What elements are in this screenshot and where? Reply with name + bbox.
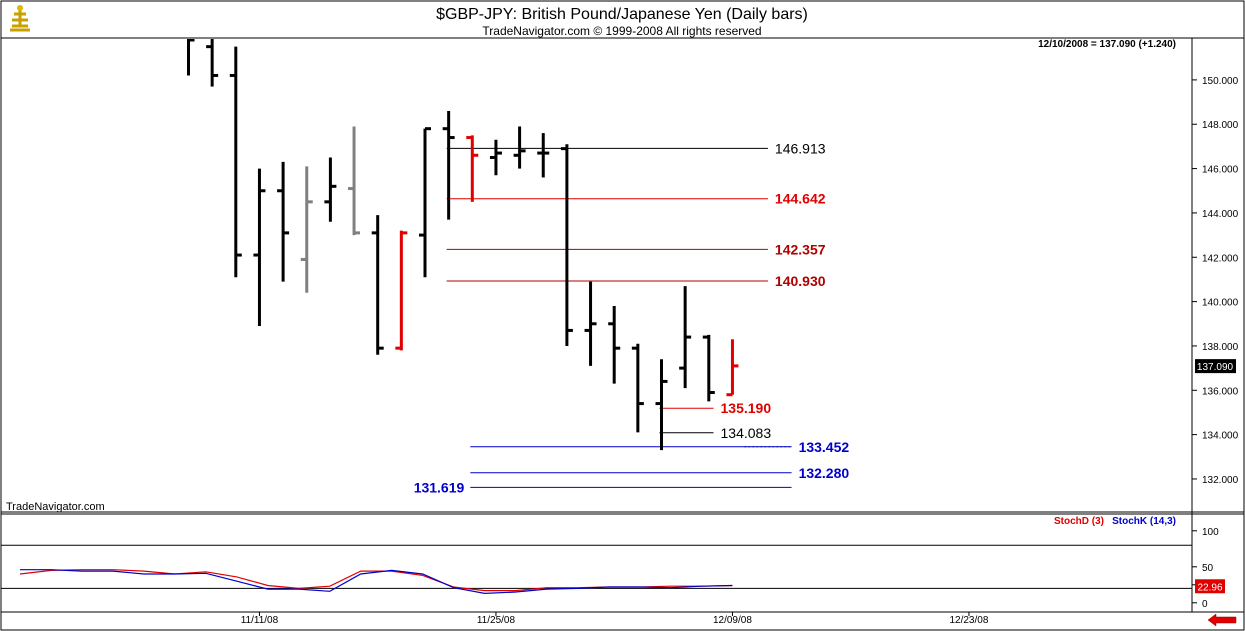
ohlc-bar[interactable] — [655, 359, 668, 451]
price-panel[interactable]: 132.000 134.000 136.000 138.000 140.000 142.0… — [183, 2, 1239, 495]
ohlc-bar[interactable] — [395, 230, 408, 351]
ohlc-bar[interactable] — [348, 126, 361, 236]
ohlc-bar[interactable] — [419, 127, 431, 278]
ohlc-bar[interactable] — [726, 339, 739, 397]
price-tick-label: 134.000 — [1202, 431, 1239, 442]
stoch-legend-k: StochK (14,3) — [1112, 516, 1176, 527]
current-price-label: 137.090 — [1197, 362, 1234, 373]
date-tick-label: 11/11/08 — [241, 615, 279, 626]
ohlc-bar[interactable] — [489, 139, 502, 176]
level-label: 135.190 — [721, 400, 772, 416]
ohlc-bar[interactable] — [371, 215, 384, 355]
price-tick-label: 146.000 — [1202, 165, 1239, 176]
level-label: 142.357 — [775, 241, 826, 257]
last-quote-text: 12/10/2008 = 137.090 (+1.240) — [1038, 39, 1176, 50]
ohlc-bar[interactable] — [584, 281, 597, 366]
ohlc-bar[interactable] — [442, 110, 455, 220]
stoch-tick-label: 0 — [1202, 599, 1208, 610]
ohlc-bar[interactable] — [702, 334, 715, 402]
stoch-tick-label: 50 — [1202, 563, 1214, 574]
price-tick-label: 148.000 — [1202, 120, 1239, 131]
level-label: 144.642 — [775, 191, 826, 207]
level-label: 131.619 — [414, 479, 465, 495]
price-tick-label: 150.000 — [1202, 76, 1239, 87]
date-tick-label: 12/09/08 — [713, 615, 752, 626]
ohlc-bar[interactable] — [206, 24, 219, 87]
chart-title: $GBP-JPY: British Pound/Japanese Yen (Da… — [436, 6, 808, 23]
ohlc-bar[interactable] — [324, 157, 337, 222]
date-tick-label: 11/25/08 — [477, 615, 516, 626]
stoch-current-label: 22.96 — [1197, 582, 1222, 593]
level-label: 132.280 — [799, 465, 850, 481]
price-tick-label: 136.000 — [1202, 386, 1239, 397]
level-label: 134.083 — [721, 425, 772, 441]
stoch-legend-d: StochD (3) — [1054, 516, 1104, 527]
stoch-series-line[interactable] — [20, 569, 733, 595]
stoch-tick-label: 100 — [1202, 527, 1219, 538]
ohlc-bar[interactable] — [466, 135, 479, 202]
ohlc-bar[interactable] — [679, 286, 692, 389]
ohlc-bar[interactable] — [631, 343, 644, 433]
price-bars-group — [183, 2, 792, 488]
ohlc-bar[interactable] — [560, 144, 573, 346]
date-tick-label: 12/23/08 — [949, 615, 988, 626]
copyright-text: TradeNavigator.com © 1999-2008 All right… — [482, 24, 761, 38]
ohlc-bar[interactable] — [277, 161, 290, 282]
stochastic-panel[interactable]: 02550100StochK (14,3)StochD (3)22.96 — [1, 516, 1225, 610]
scroll-right-arrow-icon[interactable] — [1207, 613, 1237, 627]
ohlc-bar[interactable] — [608, 306, 621, 384]
ohlc-bar[interactable] — [300, 166, 313, 293]
ohlc-bar[interactable] — [513, 126, 526, 169]
level-label: 140.930 — [775, 273, 826, 289]
watermark-text: TradeNavigator.com — [6, 501, 105, 513]
level-label: 146.913 — [775, 140, 826, 156]
price-tick-label: 138.000 — [1202, 342, 1239, 353]
price-tick-label: 144.000 — [1202, 209, 1239, 220]
ohlc-bar[interactable] — [253, 168, 266, 326]
ohlc-bar[interactable] — [229, 46, 242, 278]
stoch-current-tag — [1195, 579, 1225, 594]
ohlc-bar[interactable] — [183, 2, 195, 76]
price-tick-label: 142.000 — [1202, 253, 1239, 264]
price-tick-label: 132.000 — [1202, 475, 1239, 486]
date-axis[interactable]: 11/11/08 11/25/08 12/09/08 12/23/08 — [241, 612, 989, 626]
level-label: 133.452 — [799, 439, 850, 455]
ohlc-bar[interactable] — [537, 133, 550, 178]
tradenavigator-logo-icon[interactable] — [3, 3, 37, 33]
current-price-tag — [1195, 359, 1236, 374]
price-tick-label: 140.000 — [1202, 298, 1239, 309]
